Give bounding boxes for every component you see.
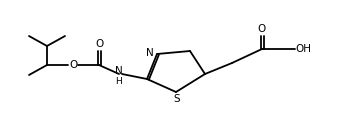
Text: O: O <box>69 60 77 70</box>
Text: N: N <box>146 48 154 58</box>
Text: O: O <box>258 24 266 34</box>
Text: OH: OH <box>295 44 311 54</box>
Text: S: S <box>174 94 180 104</box>
Text: N: N <box>115 66 123 76</box>
Text: H: H <box>115 76 122 86</box>
Text: O: O <box>95 39 103 49</box>
